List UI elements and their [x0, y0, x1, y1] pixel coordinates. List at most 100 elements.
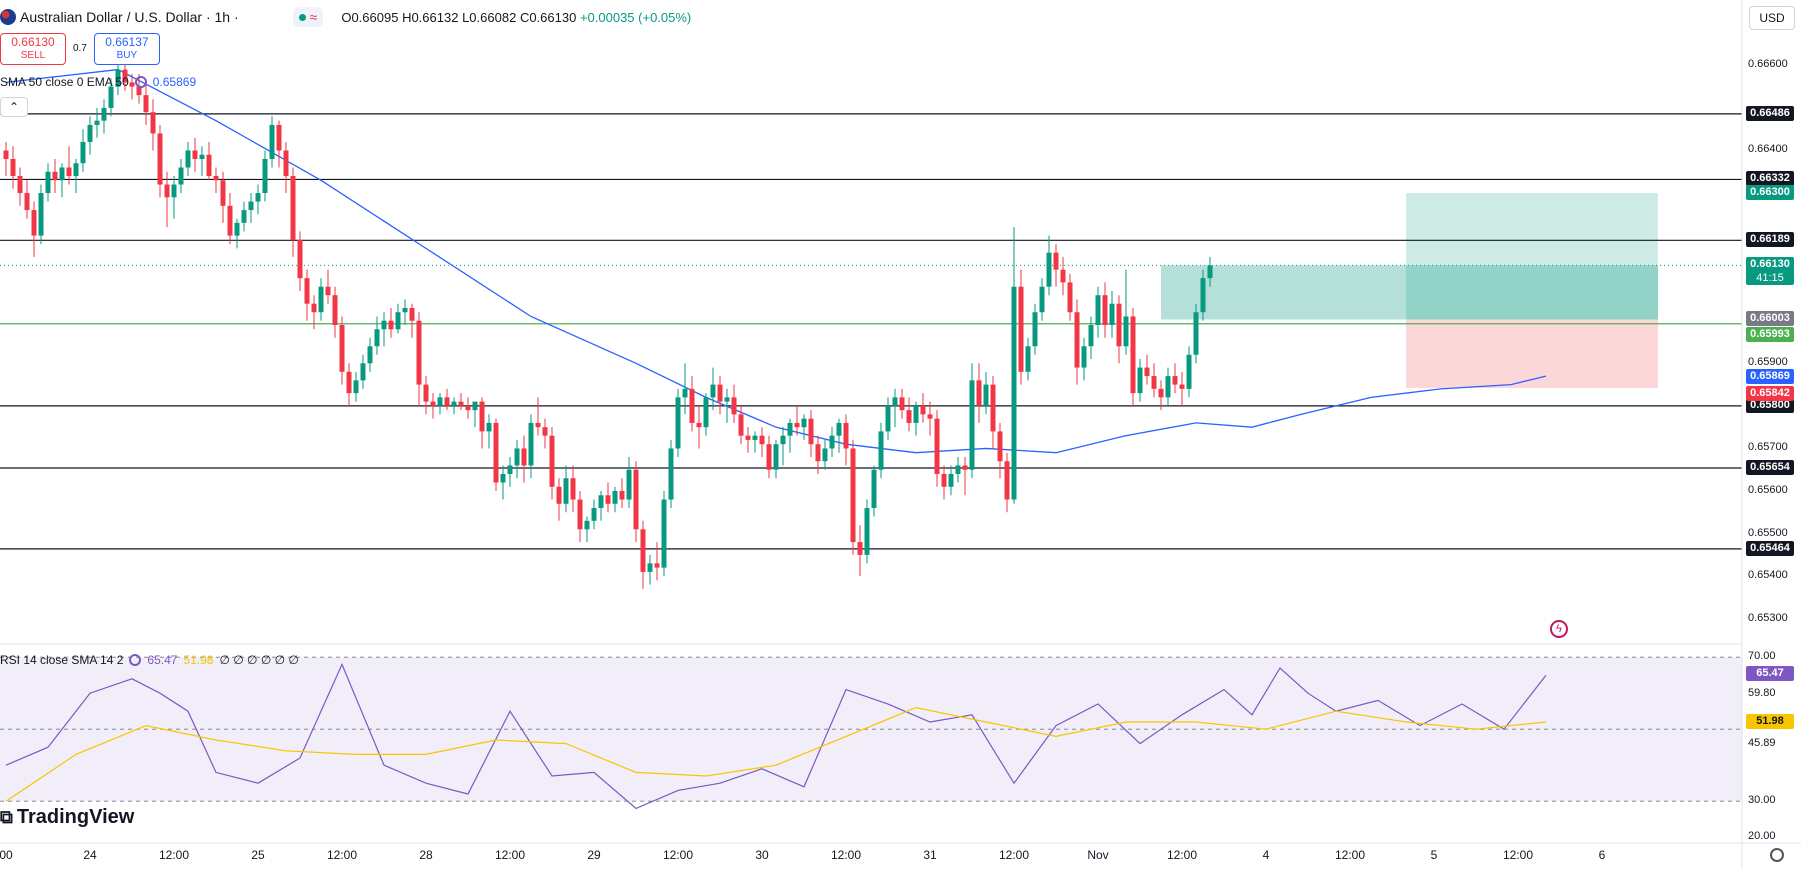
tradingview-logo[interactable]: ⧉ TradingView — [0, 806, 134, 829]
candle — [948, 465, 954, 496]
candle-body — [584, 520, 590, 530]
candle — [38, 184, 44, 245]
candle — [703, 393, 709, 436]
candle — [1025, 337, 1031, 381]
candle-body — [1046, 252, 1052, 287]
candle-body — [353, 380, 359, 394]
position-box-layer[interactable] — [1161, 193, 1658, 388]
candle-body — [878, 431, 884, 470]
market-status-pill[interactable]: ≈ — [292, 7, 324, 27]
collapse-legend-button[interactable]: ⌃ — [0, 97, 28, 117]
candle — [458, 393, 464, 411]
candle-body — [171, 184, 177, 198]
date-tick-label: Nov — [1087, 848, 1109, 862]
candle — [1039, 278, 1045, 321]
rsi-tick-label: 59.80 — [1748, 686, 1776, 699]
candle-body — [465, 405, 471, 411]
candle-body — [416, 320, 422, 385]
candle-body — [871, 469, 877, 509]
candle — [367, 337, 373, 372]
tradingview-logo-icon: ⧉ — [0, 807, 13, 827]
date-tick-label: 12:00 — [326, 848, 358, 862]
candle — [920, 393, 926, 423]
visibility-eye-icon[interactable] — [134, 76, 147, 88]
alert-bolt-icon[interactable]: ϟ — [1550, 620, 1568, 638]
candle — [339, 316, 345, 385]
candle — [766, 435, 772, 479]
currency-selector[interactable]: USD — [1749, 6, 1795, 30]
candle — [500, 465, 506, 500]
rsi-tick-label: 20.00 — [1748, 830, 1776, 843]
entry-price-tag: 0.66003 — [1746, 311, 1794, 327]
candle — [227, 193, 233, 245]
candle — [381, 312, 387, 347]
candle — [892, 388, 898, 428]
candle — [17, 167, 23, 206]
candle-body — [969, 380, 975, 470]
candle-body — [990, 384, 996, 432]
buy-button[interactable]: 0.66137 BUY — [93, 33, 160, 65]
candle-body — [73, 163, 79, 177]
candle — [1165, 367, 1171, 406]
visibility-eye-icon[interactable] — [129, 654, 142, 666]
candle-body — [1165, 376, 1171, 398]
candle-body — [892, 397, 898, 406]
symbol-title[interactable]: Australian Dollar / U.S. Dollar · 1h · — [20, 9, 239, 25]
candle — [528, 414, 534, 479]
candle-body — [1025, 346, 1031, 372]
candle — [59, 163, 65, 198]
rsi-band-layer — [0, 656, 1742, 802]
candle-body — [1144, 367, 1150, 377]
candle-body — [430, 401, 436, 406]
candle-body — [108, 86, 114, 108]
candle — [248, 193, 254, 223]
candle-body — [248, 201, 254, 211]
candle-body — [290, 176, 296, 240]
date-tick-label: 12:00 — [998, 848, 1030, 862]
candle — [101, 99, 107, 134]
rsi-legend[interactable]: RSI 14 close SMA 14 2 65.47 51.98 ∅ ∅ ∅ … — [0, 653, 299, 667]
candle — [1158, 380, 1164, 411]
candle-body — [458, 401, 464, 406]
settings-gear-icon[interactable] — [1770, 848, 1784, 862]
candle — [591, 499, 597, 530]
sell-button[interactable]: 0.66130 SELL — [0, 33, 66, 65]
level-price-tag: 0.65654 — [1746, 460, 1794, 476]
ema-legend[interactable]: SMA 50 close 0 EMA 50 0.65869 — [0, 75, 196, 89]
candle — [990, 376, 996, 449]
candle-body — [514, 448, 520, 466]
candle-body — [570, 478, 576, 500]
candle — [1074, 299, 1080, 385]
price-tick-label: 0.66600 — [1748, 58, 1788, 71]
candle-body — [115, 69, 121, 87]
candle-body — [31, 210, 37, 236]
candle — [507, 456, 513, 487]
date-tick-label: 28 — [419, 848, 433, 862]
candle-body — [983, 384, 989, 406]
position-target-zone — [1406, 193, 1658, 320]
spread-value: 0.7 — [73, 43, 87, 54]
candle-body — [794, 422, 800, 428]
candle — [360, 354, 366, 389]
candle — [514, 439, 520, 479]
candle-body — [360, 363, 366, 381]
chevron-up-icon: ⌃ — [8, 100, 20, 114]
candle — [878, 422, 884, 479]
candle — [941, 465, 947, 500]
candle — [304, 269, 310, 321]
price-levels[interactable] — [0, 113, 1742, 550]
candle-body — [535, 422, 541, 428]
candle-body — [1011, 286, 1017, 500]
ema-price-tag: 0.65869 — [1746, 368, 1794, 384]
ohlc-close: C0.66130 — [519, 9, 577, 25]
candle-body — [661, 499, 667, 568]
candle-body — [948, 473, 954, 487]
candle — [913, 401, 919, 436]
candle-body — [269, 124, 275, 159]
candle-body — [1109, 303, 1115, 325]
candle-body — [1074, 312, 1080, 368]
candle-body — [339, 325, 345, 372]
date-tick-label: 12:00 — [662, 848, 694, 862]
candle — [598, 491, 604, 521]
